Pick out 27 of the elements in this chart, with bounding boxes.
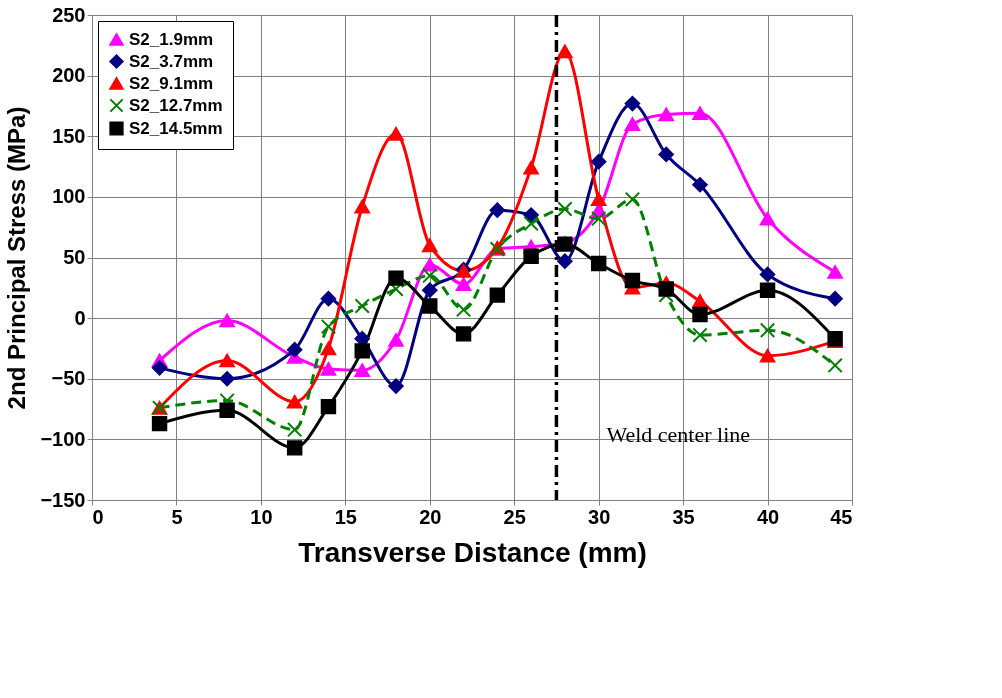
x-tick-label: 10 [250,505,273,528]
legend-label: S2_14.5mm [129,118,223,138]
x-axis-title: Transverse Distance (mm) [298,536,647,568]
legend-label: S2_12.7mm [129,95,223,115]
y-tick-label: 50 [63,246,86,268]
y-axis-title: 2nd Principal Stress (MPa) [3,106,31,410]
x-tick-label: 45 [830,505,853,528]
ref-line-label: Weld center line [606,422,751,447]
x-tick-label: 35 [672,505,695,528]
y-tick-label: −100 [40,427,86,450]
x-tick-label: 40 [756,505,780,528]
y-tick-label: −150 [40,488,86,511]
y-tick-label: 100 [52,185,86,208]
x-tick-label: 0 [92,505,104,528]
legend-label: S2_3.7mm [129,51,214,71]
y-tick-label: 200 [52,64,86,87]
x-tick-label: 25 [503,505,526,528]
x-tick-label: 30 [588,505,611,528]
y-tick-label: 150 [52,124,86,147]
x-tick-label: 20 [419,505,442,528]
x-tick-label: 5 [171,505,183,528]
legend-label: S2_9.1mm [129,73,214,93]
y-tick-label: 250 [52,3,86,26]
y-tick-label: 0 [74,306,86,329]
x-tick-label: 15 [334,505,357,528]
y-tick-label: −50 [51,367,86,390]
legend-label: S2_1.9mm [129,29,214,49]
